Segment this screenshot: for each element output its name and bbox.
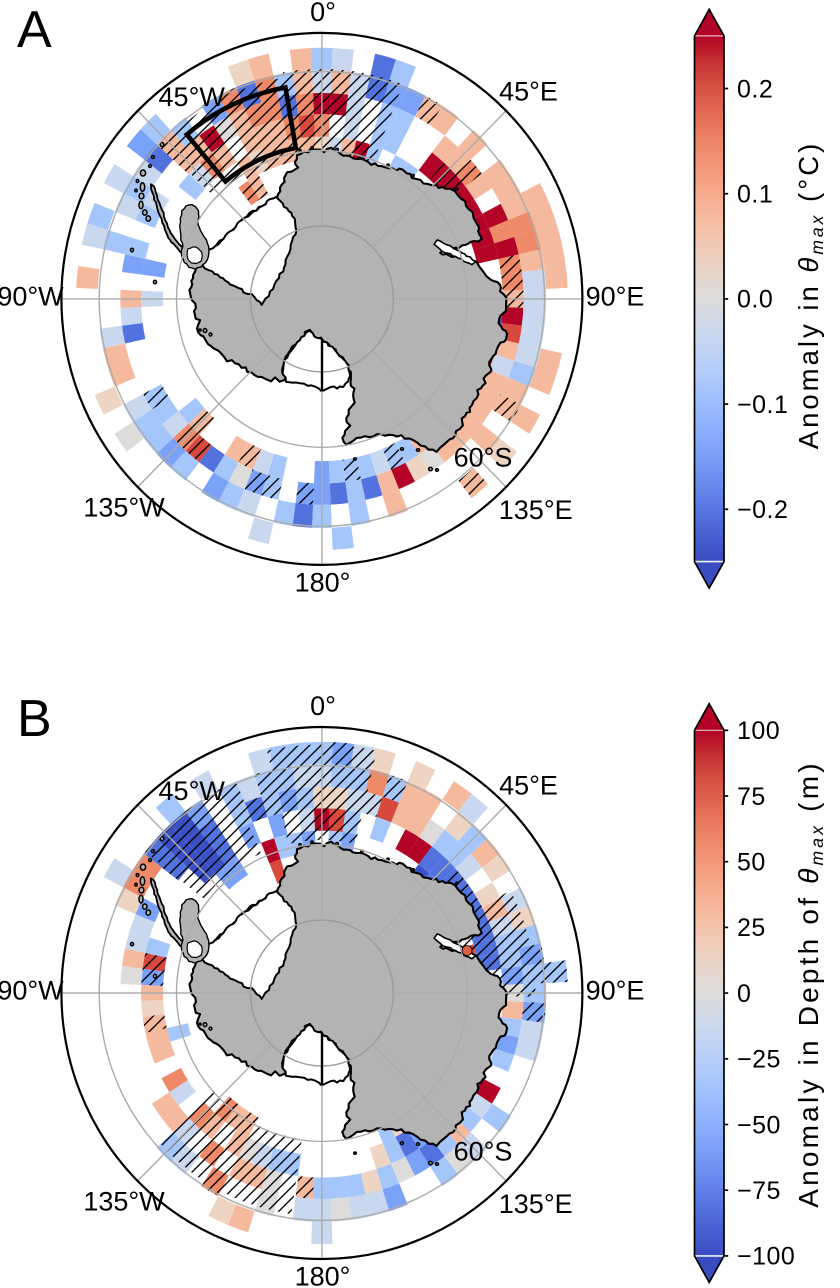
svg-text:60°S: 60°S bbox=[454, 443, 513, 473]
svg-text:−50: −50 bbox=[737, 1111, 781, 1139]
svg-text:45°E: 45°E bbox=[499, 771, 558, 801]
svg-text:135°W: 135°W bbox=[83, 1187, 165, 1217]
svg-text:90°E: 90°E bbox=[586, 282, 645, 312]
svg-text:45°W: 45°W bbox=[159, 776, 226, 806]
svg-text:0.2: 0.2 bbox=[737, 75, 773, 103]
svg-text:0.0: 0.0 bbox=[737, 286, 773, 314]
svg-text:−0.1: −0.1 bbox=[737, 391, 788, 419]
svg-text:0°: 0° bbox=[310, 691, 336, 721]
svg-text:−25: −25 bbox=[737, 1046, 781, 1074]
svg-text:100: 100 bbox=[737, 717, 780, 745]
svg-text:75: 75 bbox=[737, 783, 766, 811]
svg-text:180°: 180° bbox=[295, 568, 351, 598]
svg-text:90°E: 90°E bbox=[586, 976, 645, 1006]
svg-text:90°W: 90°W bbox=[0, 976, 64, 1006]
svg-text:−100: −100 bbox=[737, 1243, 795, 1271]
svg-text:45°W: 45°W bbox=[159, 82, 226, 112]
svg-text:135°W: 135°W bbox=[83, 493, 165, 523]
svg-text:90°W: 90°W bbox=[0, 282, 64, 312]
svg-text:−75: −75 bbox=[737, 1177, 781, 1205]
svg-text:135°E: 135°E bbox=[499, 495, 573, 525]
svg-text:25: 25 bbox=[737, 914, 766, 942]
svg-text:A: A bbox=[17, 1, 52, 59]
svg-text:180°: 180° bbox=[295, 1262, 351, 1288]
svg-text:Anomaly in θmax (°C): Anomaly in θmax (°C) bbox=[793, 141, 827, 450]
svg-text:60°S: 60°S bbox=[454, 1137, 513, 1167]
svg-text:0: 0 bbox=[737, 980, 751, 1008]
svg-text:50: 50 bbox=[737, 849, 766, 877]
svg-text:45°E: 45°E bbox=[499, 77, 558, 107]
svg-text:0°: 0° bbox=[310, 0, 336, 27]
svg-text:B: B bbox=[17, 690, 52, 748]
svg-text:0.1: 0.1 bbox=[737, 181, 773, 209]
svg-text:−0.2: −0.2 bbox=[737, 496, 788, 524]
svg-text:135°E: 135°E bbox=[499, 1189, 573, 1219]
